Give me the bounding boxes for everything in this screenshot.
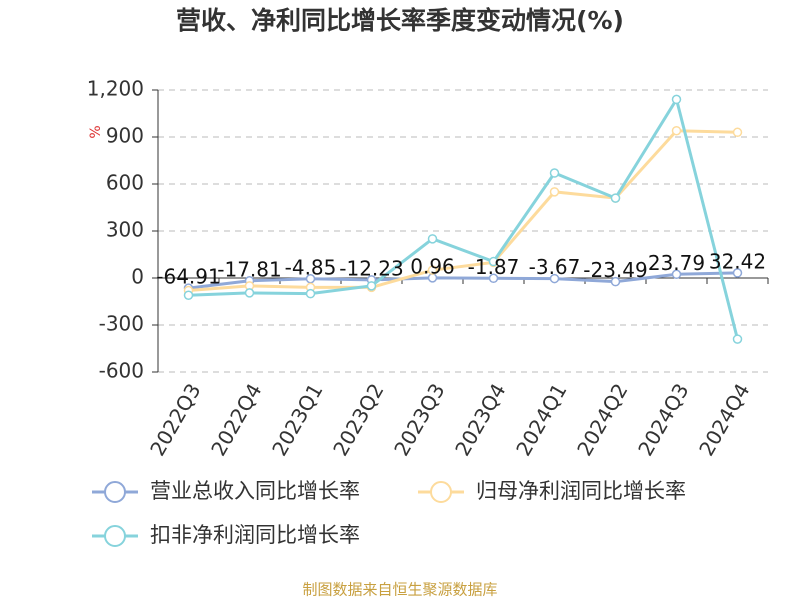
data-label: -64.91: [156, 265, 220, 289]
legend-marker: [104, 481, 126, 503]
legend-label: 营业总收入同比增长率: [150, 479, 360, 503]
data-point: [549, 187, 560, 197]
x-tick-label: 2022Q3: [145, 379, 205, 460]
x-tick-label: 2023Q2: [328, 379, 388, 460]
y-tick-label: 600: [106, 171, 144, 195]
data-point: [671, 125, 682, 136]
y-tick-label: 300: [106, 218, 144, 242]
legend-label: 归母净利润同比增长率: [476, 479, 686, 503]
x-tick-label: 2023Q3: [389, 379, 449, 460]
y-tick-label: 900: [106, 124, 144, 148]
data-point: [671, 269, 682, 280]
data-point: [732, 334, 743, 344]
legend-label: 扣非净利润同比增长率: [150, 523, 360, 547]
data-label: -3.67: [529, 255, 581, 279]
data-point: [610, 193, 621, 203]
series-line: [188, 95, 739, 340]
data-point: [305, 288, 316, 299]
y-tick-label: 1,200: [87, 77, 144, 101]
data-point: [427, 265, 438, 275]
source-note: 制图数据来自恒生聚源数据库: [302, 581, 497, 599]
y-tick-label: 0: [131, 265, 144, 289]
data-point: [610, 276, 621, 287]
data-point: [366, 281, 377, 291]
y-axis-label: %: [88, 125, 104, 138]
data-point: [732, 268, 743, 278]
x-tick-label: 2022Q4: [206, 379, 266, 460]
legend-marker: [104, 525, 126, 547]
data-point: [244, 288, 255, 298]
data-label: -12.23: [339, 256, 403, 280]
data-point: [488, 256, 499, 267]
data-point: [427, 234, 438, 244]
x-tick-label: 2024Q4: [694, 379, 754, 460]
data-label: -17.81: [217, 257, 281, 281]
x-tick-label: 2023Q4: [450, 379, 510, 460]
data-label: -1.87: [468, 255, 520, 279]
legend-marker: [430, 481, 452, 503]
x-tick-label: 2024Q1: [511, 379, 571, 460]
data-point: [183, 290, 194, 300]
data-point: [488, 273, 499, 284]
x-tick-label: 2023Q1: [267, 379, 327, 460]
y-tick-label: -300: [99, 312, 144, 336]
data-label: 23.79: [648, 251, 705, 275]
series-line: [188, 271, 738, 290]
data-point: [549, 273, 560, 284]
chart-title: 营收、净利同比增长率季度变动情况(%): [176, 6, 624, 35]
series-line: [188, 129, 738, 293]
data-point: [732, 127, 743, 138]
y-tick-label: -600: [99, 359, 144, 383]
x-tick-label: 2024Q3: [633, 379, 693, 460]
data-point: [671, 94, 682, 105]
data-label: 32.42: [709, 249, 766, 273]
data-label: -4.85: [285, 255, 337, 279]
x-tick-label: 2024Q2: [572, 379, 632, 460]
data-label: 0.96: [410, 254, 455, 278]
data-label: -23.49: [583, 258, 647, 282]
data-point: [549, 168, 560, 178]
